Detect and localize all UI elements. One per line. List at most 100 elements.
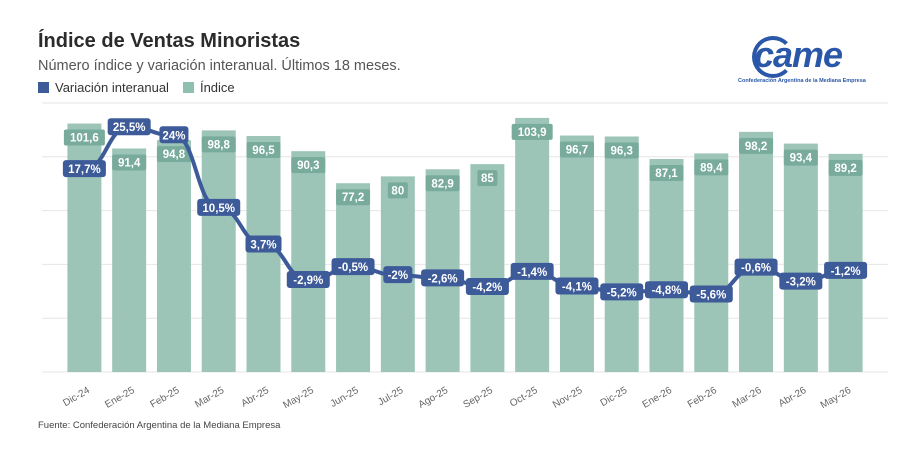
variacion-label: -1,2% xyxy=(831,266,861,278)
line-label-bg xyxy=(383,266,413,284)
bar-value-label: 90,3 xyxy=(297,160,319,172)
variacion-label: -1,4% xyxy=(517,267,547,279)
logo-word: came xyxy=(754,34,843,75)
logo-tagline: Confederación Argentina de la Mediana Em… xyxy=(738,78,866,84)
line-label-bg xyxy=(779,272,823,290)
legend-label-indice: Índice xyxy=(199,80,235,95)
line-label-bg xyxy=(421,269,465,287)
bar-label-bg xyxy=(559,141,594,158)
line-label-bg xyxy=(734,258,778,276)
bar-label-bg xyxy=(156,146,191,163)
bar-label-bg xyxy=(511,123,553,140)
x-tick-label: May-25 xyxy=(281,385,316,411)
bar-value-label: 96,7 xyxy=(566,145,588,157)
bar-Nov-25 xyxy=(559,135,594,372)
chart-title: Índice de Ventas Minoristas xyxy=(38,30,301,52)
x-tick-label: Abr-26 xyxy=(777,385,809,410)
bar-value-label: 82,9 xyxy=(431,178,453,190)
variacion-label: -5,6% xyxy=(696,290,726,302)
line-label-bg xyxy=(689,285,733,303)
bar-Jun-25 xyxy=(336,183,371,372)
x-tick-label: Feb-26 xyxy=(686,385,719,411)
bar-label-bg xyxy=(63,129,105,146)
variacion-label: -4,8% xyxy=(651,285,681,297)
bar-May-25 xyxy=(291,151,326,372)
x-tick-label: Feb-25 xyxy=(149,385,182,411)
bar-label-bg xyxy=(246,142,281,159)
bar-value-label: 80 xyxy=(391,185,404,197)
bar-label-bg xyxy=(694,159,729,176)
line-label-bg xyxy=(331,258,375,276)
bar-Feb-26 xyxy=(694,153,729,372)
bar-Oct-25 xyxy=(515,117,550,373)
bar-label-bg xyxy=(201,136,236,153)
bar-Dic-25 xyxy=(604,136,639,372)
line-label-bg xyxy=(824,261,868,279)
x-tick-label: Jun-25 xyxy=(329,385,361,410)
bar-value-label: 85 xyxy=(481,173,494,185)
bar-label-bg xyxy=(291,157,326,174)
line-label-bg xyxy=(600,283,644,301)
variacion-label: -3,2% xyxy=(786,277,816,289)
x-tick-label: Abr-25 xyxy=(240,385,272,410)
variacion-label: -0,6% xyxy=(741,263,771,275)
bar-value-label: 96,5 xyxy=(252,145,275,157)
bar-value-label: 94,8 xyxy=(163,149,186,161)
bar-value-label: 77,2 xyxy=(342,192,364,204)
bar-value-label: 98,2 xyxy=(745,141,767,153)
bar-Feb-25 xyxy=(156,140,191,372)
bar-label-bg xyxy=(387,182,408,199)
line-layer: 17,7% 25,5% 24% 10,5% 3,7% -2,9% -0,5% -2% -2,6%… xyxy=(62,118,868,303)
x-tick-label: Ago-25 xyxy=(417,385,451,411)
bar-Mar-26 xyxy=(739,131,774,372)
legend-swatch-indice xyxy=(182,82,194,93)
bars-layer: 101,6 91,4 94,8 98,8 96,5 90,3 77,2 80 82,9 85 103… xyxy=(63,117,863,373)
variacion-label: 3,7% xyxy=(250,239,276,251)
bar-value-label: 103,9 xyxy=(518,127,547,139)
bar-Ene-25 xyxy=(112,148,147,372)
bar-label-bg xyxy=(477,170,498,187)
line-label-bg xyxy=(197,198,241,216)
came-logo: came Confederación Argentina de la Media… xyxy=(738,34,866,94)
x-tick-label: Ene-26 xyxy=(641,385,675,411)
line-label-bg xyxy=(510,262,554,280)
ticks-layer: Dic-24 Ene-25 Feb-25 Mar-25 Abr-25 May-25 Jun-… xyxy=(61,385,853,411)
variacion-label: 10,5% xyxy=(202,203,235,215)
x-tick-label: Nov-25 xyxy=(551,385,585,411)
x-tick-label: Dic-25 xyxy=(599,385,630,409)
x-tick-label: Sep-25 xyxy=(461,385,495,411)
variacion-label: -4,2% xyxy=(472,282,502,294)
bar-Sep-25 xyxy=(470,164,505,372)
legend-item-indice: Índice xyxy=(182,80,235,95)
x-tick-label: Mar-26 xyxy=(731,385,764,411)
legend-item-variacion: Variación interanual xyxy=(38,80,169,95)
bar-value-label: 101,6 xyxy=(70,133,99,145)
bar-label-bg xyxy=(649,165,684,182)
bar-value-label: 96,3 xyxy=(611,146,633,158)
variacion-label: -0,5% xyxy=(338,262,368,274)
bar-value-label: 91,4 xyxy=(118,157,141,169)
chart-subtitle: Número índice y variación interanual. Úl… xyxy=(38,58,401,74)
line-label-bg xyxy=(107,118,151,136)
variacion-label: -2,6% xyxy=(428,273,458,285)
x-tick-label: Dic-24 xyxy=(61,385,92,409)
bar-value-label: 98,8 xyxy=(208,139,231,151)
variacion-label: 17,7% xyxy=(68,164,101,176)
x-tick-label: Ene-25 xyxy=(103,385,137,411)
bar-label-bg xyxy=(112,154,147,171)
variacion-label: -2% xyxy=(388,270,408,282)
bar-Mar-25 xyxy=(201,130,236,372)
legend-swatch-variacion xyxy=(38,82,49,93)
line-label-bg xyxy=(645,281,688,299)
line-label-bg xyxy=(465,277,509,295)
bar-label-bg xyxy=(336,189,371,206)
x-tick-label: May-26 xyxy=(819,385,854,411)
line-label-bg xyxy=(555,277,599,295)
variacion-label: 24% xyxy=(162,130,185,142)
x-tick-label: Oct-25 xyxy=(508,385,540,410)
legend-label-variacion: Variación interanual xyxy=(55,80,169,95)
x-tick-label: Jul-25 xyxy=(376,385,405,408)
bar-Ene-26 xyxy=(649,159,684,372)
bar-Abr-25 xyxy=(246,136,281,372)
